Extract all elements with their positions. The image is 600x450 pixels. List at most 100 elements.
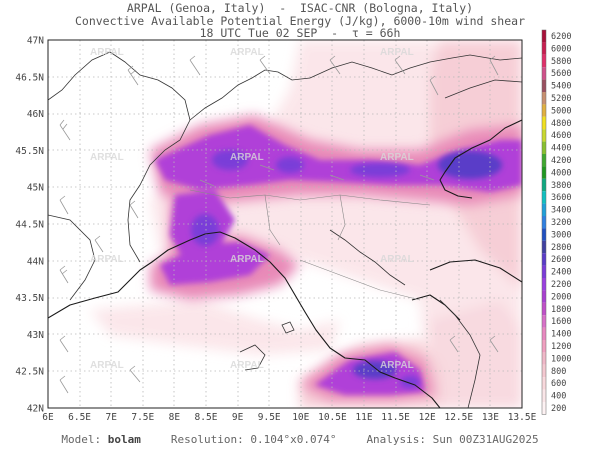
colorbar-swatch: [542, 278, 546, 291]
colorbar-swatch: [542, 265, 546, 278]
lat-tick-label: 42N: [27, 404, 44, 415]
model-label: Model:: [61, 433, 102, 446]
colorbar-label: 1200: [551, 342, 571, 352]
lon-tick-label: 10.5E: [318, 412, 347, 423]
colorbar-label: 5000: [551, 106, 571, 116]
svg-text:ARPAL: ARPAL: [230, 47, 264, 58]
svg-text:ARPAL: ARPAL: [90, 47, 124, 58]
colorbar-label: 1800: [551, 305, 571, 315]
colorbar-label: 3000: [551, 230, 571, 240]
colorbar-swatch: [542, 315, 546, 328]
svg-text:ARPAL: ARPAL: [90, 360, 124, 371]
lat-tick-label: 45N: [27, 183, 44, 194]
svg-text:ARPAL: ARPAL: [380, 47, 414, 58]
colorbar-label: 3600: [551, 193, 571, 203]
coastline: [48, 119, 522, 408]
svg-text:ARPAL: ARPAL: [380, 254, 414, 265]
lon-tick-label: 13.5E: [508, 412, 537, 423]
colorbar-label: 5600: [551, 69, 571, 79]
graticule: [48, 40, 522, 408]
colorbar-label: 2200: [551, 280, 571, 290]
lat-tick-label: 43.5N: [15, 293, 44, 304]
title-line-3: 18 UTC Tue 02 SEP - τ = 66h: [199, 26, 401, 40]
colorbar-swatch: [542, 129, 546, 142]
colorbar-swatch: [542, 389, 546, 402]
lon-tick-label: 7E: [105, 412, 117, 423]
colorbar-swatch: [542, 377, 546, 390]
lat-tick-label: 45.5N: [15, 146, 44, 157]
lon-tick-label: 13E: [482, 412, 499, 423]
lon-tick-label: 6.5E: [68, 412, 91, 423]
colorbar-swatch: [542, 340, 546, 353]
colorbar-swatch: [542, 54, 546, 68]
lon-tick-label: 9.5E: [258, 412, 281, 423]
colorbar-label: 5800: [551, 57, 571, 67]
model-name: bolam: [107, 433, 141, 446]
resolution-label: Resolution:: [170, 433, 244, 446]
colorbar-label: 2800: [551, 243, 571, 253]
lat-tick-label: 46.5N: [15, 72, 44, 83]
longitude-labels: 6E 6.5E 7E 7.5E 8E 8.5E 9E 9.5E 10E 10.5E 11E 11.5E…: [42, 412, 536, 423]
colorbar-swatch: [542, 92, 546, 105]
arpal-watermarks: ARPAL ARPAL ARPAL ARPAL ARPAL ARPAL ARPA…: [90, 47, 414, 371]
colorbar-swatch: [542, 228, 546, 241]
colorbar-swatch: [542, 30, 546, 43]
svg-text:ARPAL: ARPAL: [230, 152, 264, 163]
colorbar-swatch: [542, 203, 546, 216]
colorbar-swatch: [542, 178, 546, 192]
colorbar-swatch: [542, 67, 546, 80]
colorbar-label: 3800: [551, 181, 571, 191]
colorbar-label: 3400: [551, 206, 571, 216]
lon-tick-label: 7.5E: [131, 412, 154, 423]
colorbar-swatch: [542, 154, 546, 167]
colorbar-swatch: [542, 104, 546, 117]
colorbar-swatch: [542, 290, 546, 303]
colorbar-label: 800: [551, 367, 566, 377]
svg-text:ARPAL: ARPAL: [230, 254, 264, 265]
svg-text:ARPAL: ARPAL: [90, 152, 124, 163]
colorbar-swatch: [542, 141, 546, 154]
lat-tick-label: 42.5N: [15, 367, 44, 378]
lat-tick-label: 44.5N: [15, 220, 44, 231]
lat-tick-label: 47N: [27, 36, 44, 47]
cape-field-peak: [191, 150, 502, 388]
lon-tick-label: 9E: [232, 412, 244, 423]
colorbar-label: 4800: [551, 119, 571, 129]
lon-tick-label: 8.5E: [195, 412, 218, 423]
regional-borders: [189, 189, 431, 301]
title-line-2: Convective Available Potential Energy (J…: [74, 13, 526, 28]
colorbar: 6200 6000 5800 5600 5400 5200 5000 4800 4600 4400…: [541, 29, 571, 415]
lon-tick-label: 8E: [169, 412, 181, 423]
svg-text:ARPAL: ARPAL: [380, 152, 414, 163]
colorbar-label: 5400: [551, 82, 571, 92]
colorbar-swatch: [542, 253, 546, 266]
analysis-label: Analysis:: [366, 433, 427, 446]
colorbar-label: 4400: [551, 144, 571, 154]
map-title-block: ARPAL (Genoa, Italy) - ISAC-CNR (Bologna…: [0, 2, 600, 40]
svg-text:ARPAL: ARPAL: [90, 254, 124, 265]
lat-tick-label: 46N: [27, 109, 44, 120]
map-frame: [47, 39, 523, 409]
lon-tick-label: 11.5E: [381, 412, 410, 423]
colorbar-swatch: [542, 327, 546, 340]
country-borders: [48, 51, 522, 408]
colorbar-swatch: [542, 240, 546, 254]
colorbar-label: 1600: [551, 317, 571, 327]
colorbar-swatch: [542, 402, 546, 415]
lat-tick-label: 44N: [27, 256, 44, 267]
resolution-value: 0.104°x0.074°: [250, 433, 337, 446]
colorbar-label: 4200: [551, 156, 571, 166]
colorbar-label: 6000: [551, 44, 571, 54]
colorbar-label: 2600: [551, 255, 571, 265]
colorbar-label: 3200: [551, 218, 571, 228]
colorbar-label: 2000: [551, 292, 571, 302]
svg-text:ARPAL: ARPAL: [380, 360, 414, 371]
colorbar-swatch: [542, 42, 546, 55]
colorbar-swatch: [542, 302, 546, 316]
lat-tick-label: 43N: [27, 330, 44, 341]
lon-tick-label: 12E: [419, 412, 436, 423]
colorbar-swatch: [542, 166, 546, 179]
lon-tick-label: 11E: [355, 412, 372, 423]
title-line-1: ARPAL (Genoa, Italy) - ISAC-CNR (Bologna…: [126, 1, 474, 15]
